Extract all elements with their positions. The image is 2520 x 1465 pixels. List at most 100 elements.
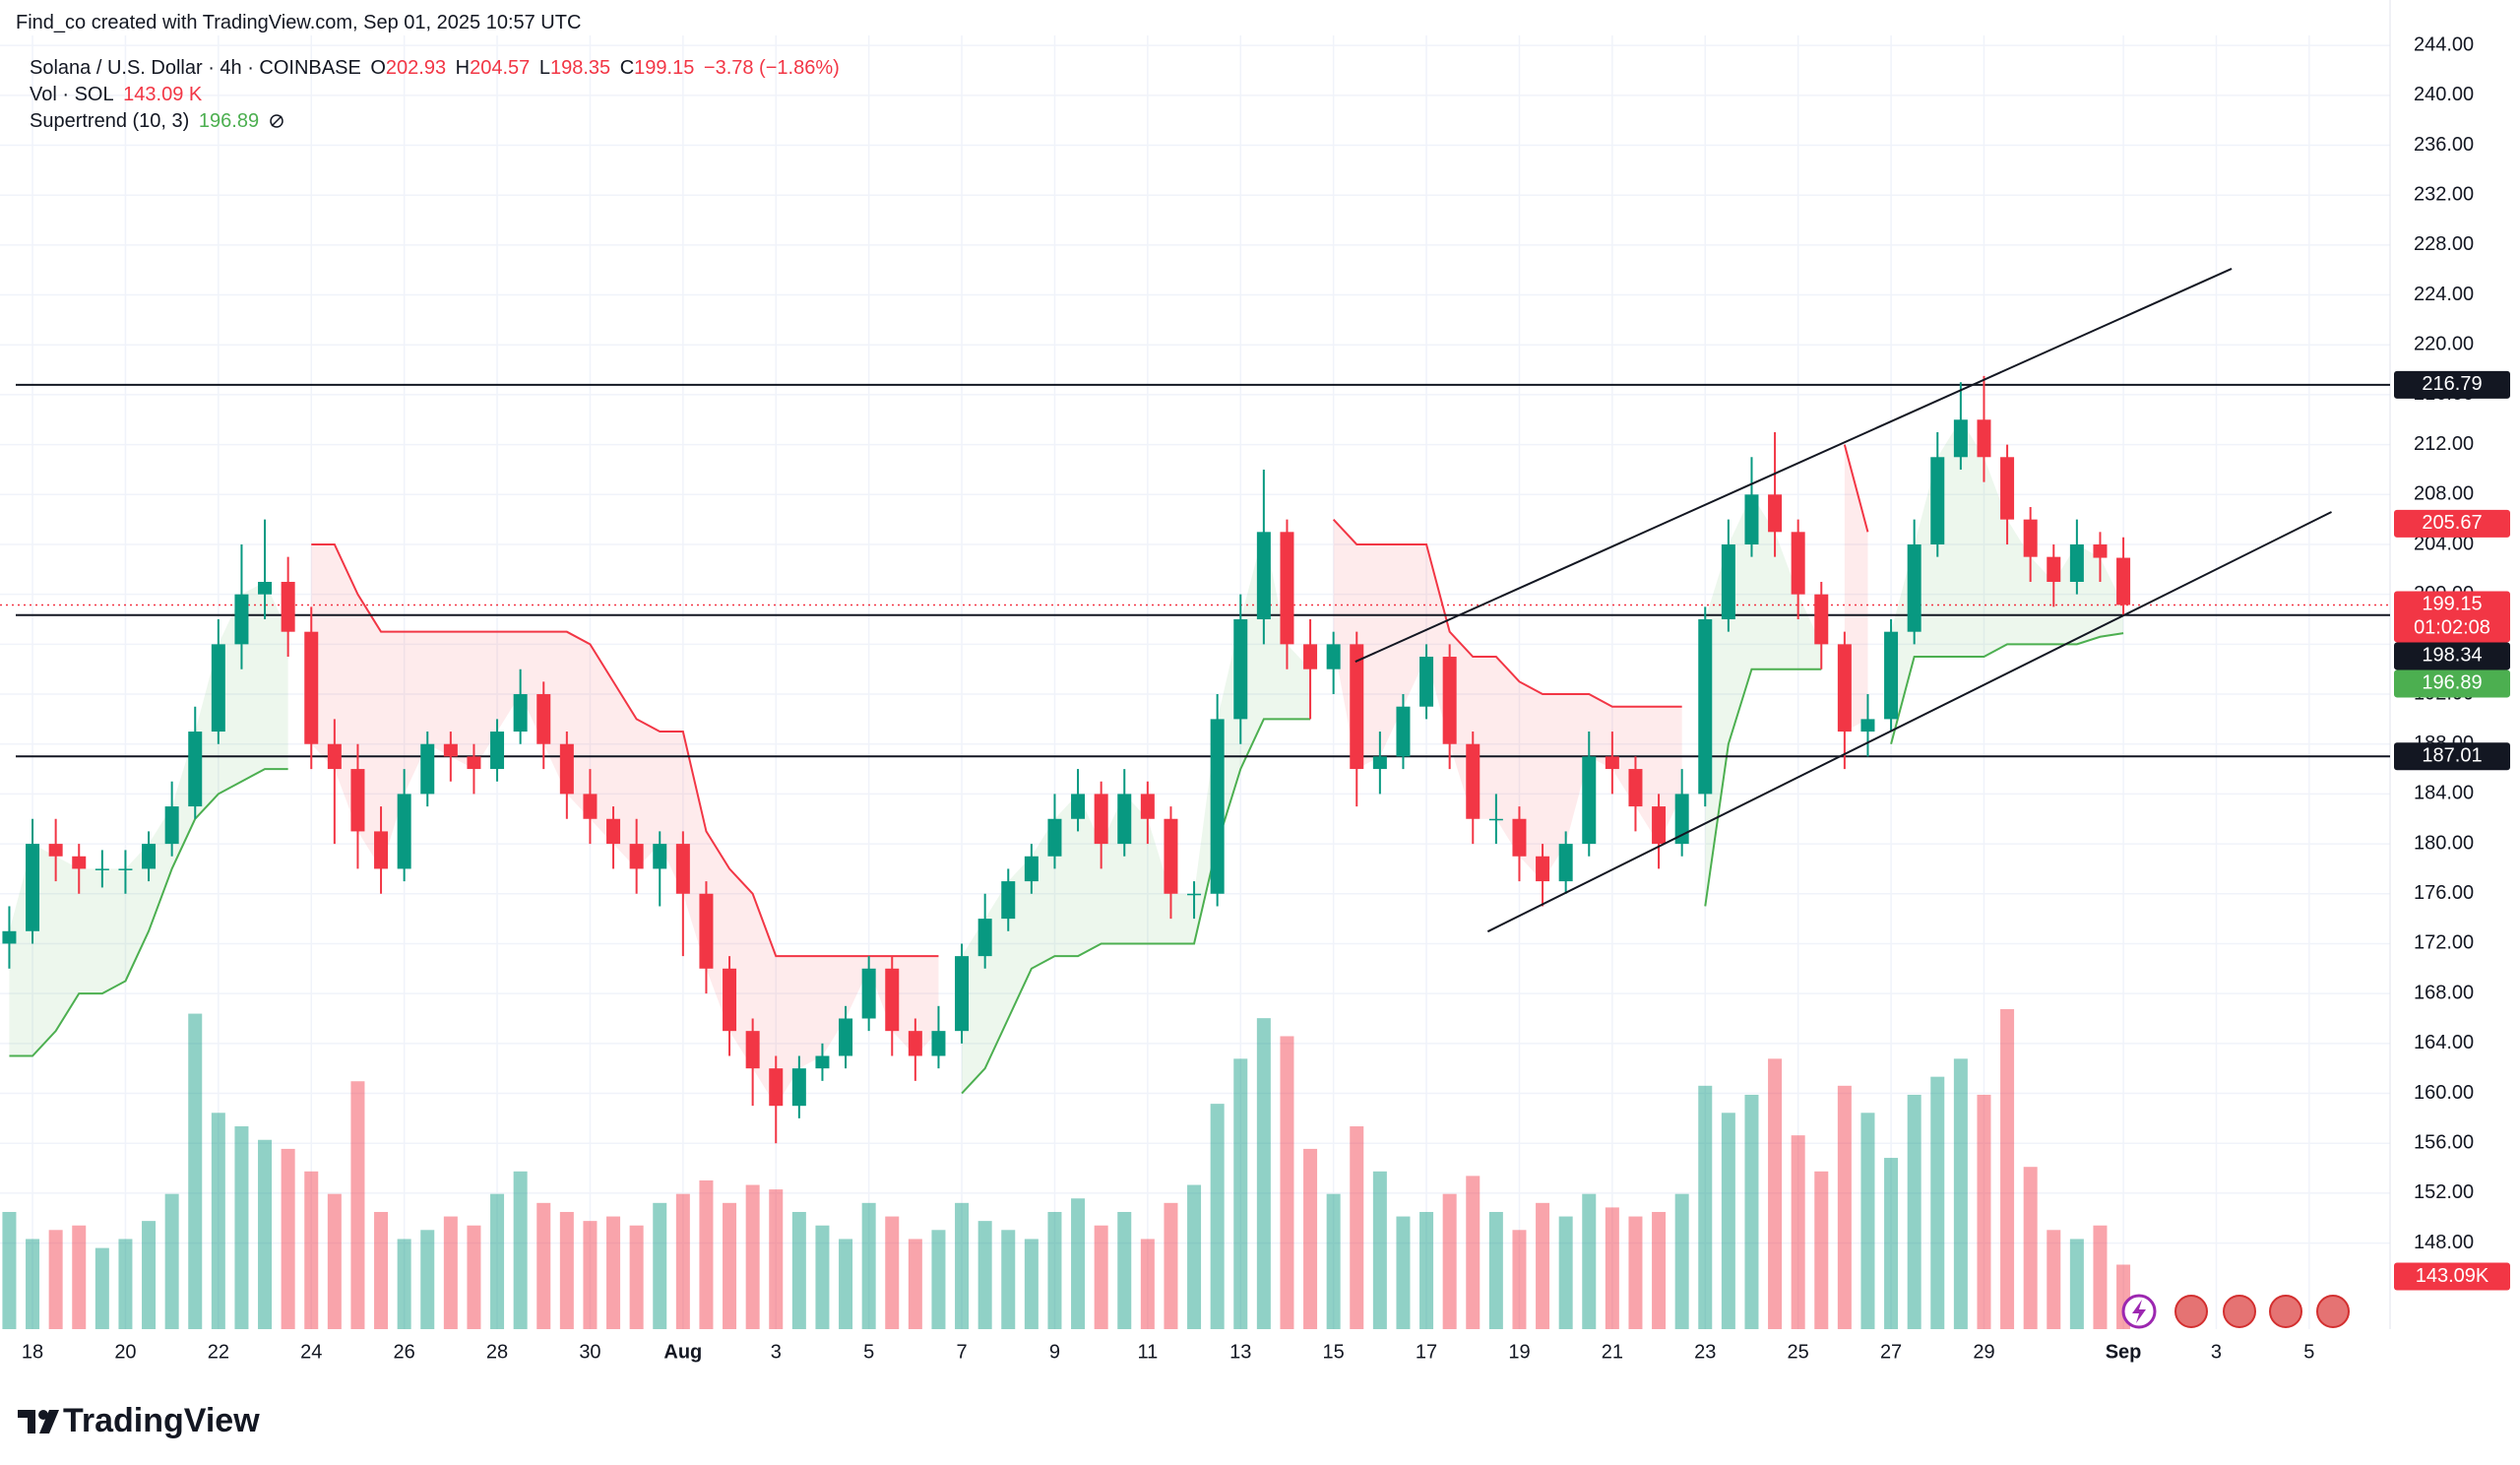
volume-bar bbox=[583, 1221, 598, 1329]
candle-body bbox=[1396, 706, 1411, 757]
logo-shape bbox=[18, 1410, 35, 1418]
candle-body bbox=[281, 581, 295, 632]
candle-body bbox=[1674, 794, 1689, 845]
supertrend-line bbox=[961, 718, 1311, 1095]
volume-bar bbox=[1536, 1202, 1550, 1329]
candle-body bbox=[118, 868, 133, 870]
volume-bar bbox=[1466, 1176, 1480, 1329]
candle-body bbox=[1536, 856, 1550, 882]
candle-body bbox=[723, 968, 737, 1032]
candle-body bbox=[304, 631, 319, 744]
volume-bar bbox=[1396, 1216, 1411, 1329]
candle-body bbox=[1466, 743, 1480, 819]
price-label: 143.09K bbox=[2416, 1265, 2489, 1287]
volume-bar bbox=[931, 1230, 946, 1329]
candle-body bbox=[234, 594, 249, 645]
volume-bar bbox=[48, 1230, 63, 1329]
volume-bar bbox=[258, 1139, 273, 1329]
volume-bar bbox=[1698, 1085, 1713, 1329]
volume-bar bbox=[1721, 1113, 1735, 1329]
y-tick-label: 168.00 bbox=[2414, 982, 2474, 1003]
axis-layer: 148.00 152.00 156.00 160.00 164.00 168.00 172.… bbox=[22, 33, 2510, 1363]
candle-body bbox=[1047, 818, 1062, 857]
legend-value: 199.15 bbox=[634, 57, 695, 79]
price-label: 01:02:08 bbox=[2414, 617, 2490, 639]
legend-row: Vol · SOL 143.09 K bbox=[30, 82, 844, 108]
volume-bar bbox=[606, 1216, 621, 1329]
volume-bar bbox=[1884, 1158, 1899, 1329]
candle-body bbox=[675, 844, 690, 894]
candle-body bbox=[513, 694, 528, 732]
volume-bar bbox=[1953, 1058, 1968, 1329]
volume-bar bbox=[1791, 1135, 1805, 1329]
supertrend-line bbox=[1890, 632, 2124, 744]
hline-layer bbox=[0, 383, 2390, 758]
y-tick-label: 156.00 bbox=[2414, 1131, 2474, 1153]
candle-body bbox=[839, 1018, 853, 1056]
logo-shape bbox=[38, 1410, 48, 1420]
x-tick-label: 27 bbox=[1880, 1341, 1902, 1363]
volume-bar bbox=[1256, 1018, 1271, 1329]
volume-name: Vol · SOL bbox=[30, 84, 114, 105]
candle-body bbox=[327, 743, 342, 770]
price-label: 196.89 bbox=[2422, 672, 2482, 694]
flag-icon bbox=[2174, 1295, 2208, 1328]
volume-bar bbox=[350, 1081, 365, 1329]
volume-bar bbox=[955, 1202, 970, 1329]
candle-body bbox=[1187, 893, 1202, 896]
volume-layer bbox=[2, 1009, 2131, 1329]
candle-body bbox=[1652, 806, 1667, 845]
price-label-box bbox=[2394, 642, 2510, 670]
candle-body bbox=[699, 893, 714, 969]
volume-bar bbox=[1210, 1104, 1225, 1329]
x-tick-label: 26 bbox=[394, 1341, 415, 1363]
candle-body bbox=[374, 831, 389, 869]
price-label: 216.79 bbox=[2422, 373, 2482, 395]
candle-body bbox=[1233, 619, 1248, 720]
volume-bar bbox=[1814, 1171, 1829, 1329]
volume-bar bbox=[281, 1148, 295, 1329]
candle-body bbox=[606, 818, 621, 845]
candle-body bbox=[1605, 756, 1619, 770]
event-icons bbox=[2121, 1294, 2350, 1329]
x-tick-label: 9 bbox=[1049, 1341, 1060, 1363]
candle-body bbox=[1628, 769, 1643, 807]
volume-bar bbox=[2, 1211, 17, 1329]
candle-body bbox=[769, 1068, 784, 1107]
y-tick-label: 152.00 bbox=[2414, 1181, 2474, 1203]
candle-body bbox=[467, 756, 481, 770]
legend-value: 198.35 bbox=[549, 57, 611, 79]
legend-row: Solana / U.S. Dollar · 4h · COINBASE O20… bbox=[30, 55, 844, 82]
candle-body bbox=[1024, 856, 1039, 882]
x-tick-label: Sep bbox=[2106, 1341, 2142, 1363]
price-label-box bbox=[2394, 669, 2510, 698]
volume-bar bbox=[745, 1184, 760, 1329]
x-tick-label: 24 bbox=[300, 1341, 322, 1363]
y-tick-label: 244.00 bbox=[2414, 33, 2474, 55]
x-tick-label: Aug bbox=[663, 1341, 702, 1363]
supertrend-line bbox=[1843, 444, 1869, 533]
candle-body bbox=[1884, 631, 1899, 720]
y-tick-label: 224.00 bbox=[2414, 284, 2474, 305]
y-tick-label: 228.00 bbox=[2414, 233, 2474, 255]
x-tick-label: 13 bbox=[1229, 1341, 1251, 1363]
candle-body bbox=[908, 1031, 922, 1056]
candle-body bbox=[559, 743, 574, 795]
candle-body bbox=[1837, 644, 1852, 732]
candle-body bbox=[1140, 794, 1155, 819]
y-tick-label: 184.00 bbox=[2414, 783, 2474, 804]
x-tick-label: 5 bbox=[863, 1341, 874, 1363]
candle-body bbox=[1860, 719, 1875, 732]
volume-bar bbox=[490, 1193, 505, 1329]
supertrend-line bbox=[1704, 668, 1822, 907]
supertrend-fill bbox=[1891, 419, 2124, 744]
candle-body bbox=[1488, 818, 1503, 821]
volume-bar bbox=[327, 1193, 342, 1329]
legend-key: H bbox=[455, 57, 471, 79]
volume-bar bbox=[164, 1193, 179, 1329]
channel-line bbox=[1354, 268, 2233, 664]
volume-bar bbox=[769, 1189, 784, 1329]
y-tick-label: 164.00 bbox=[2414, 1032, 2474, 1053]
volume-bar bbox=[1674, 1193, 1689, 1329]
volume-bar bbox=[1907, 1094, 1922, 1329]
